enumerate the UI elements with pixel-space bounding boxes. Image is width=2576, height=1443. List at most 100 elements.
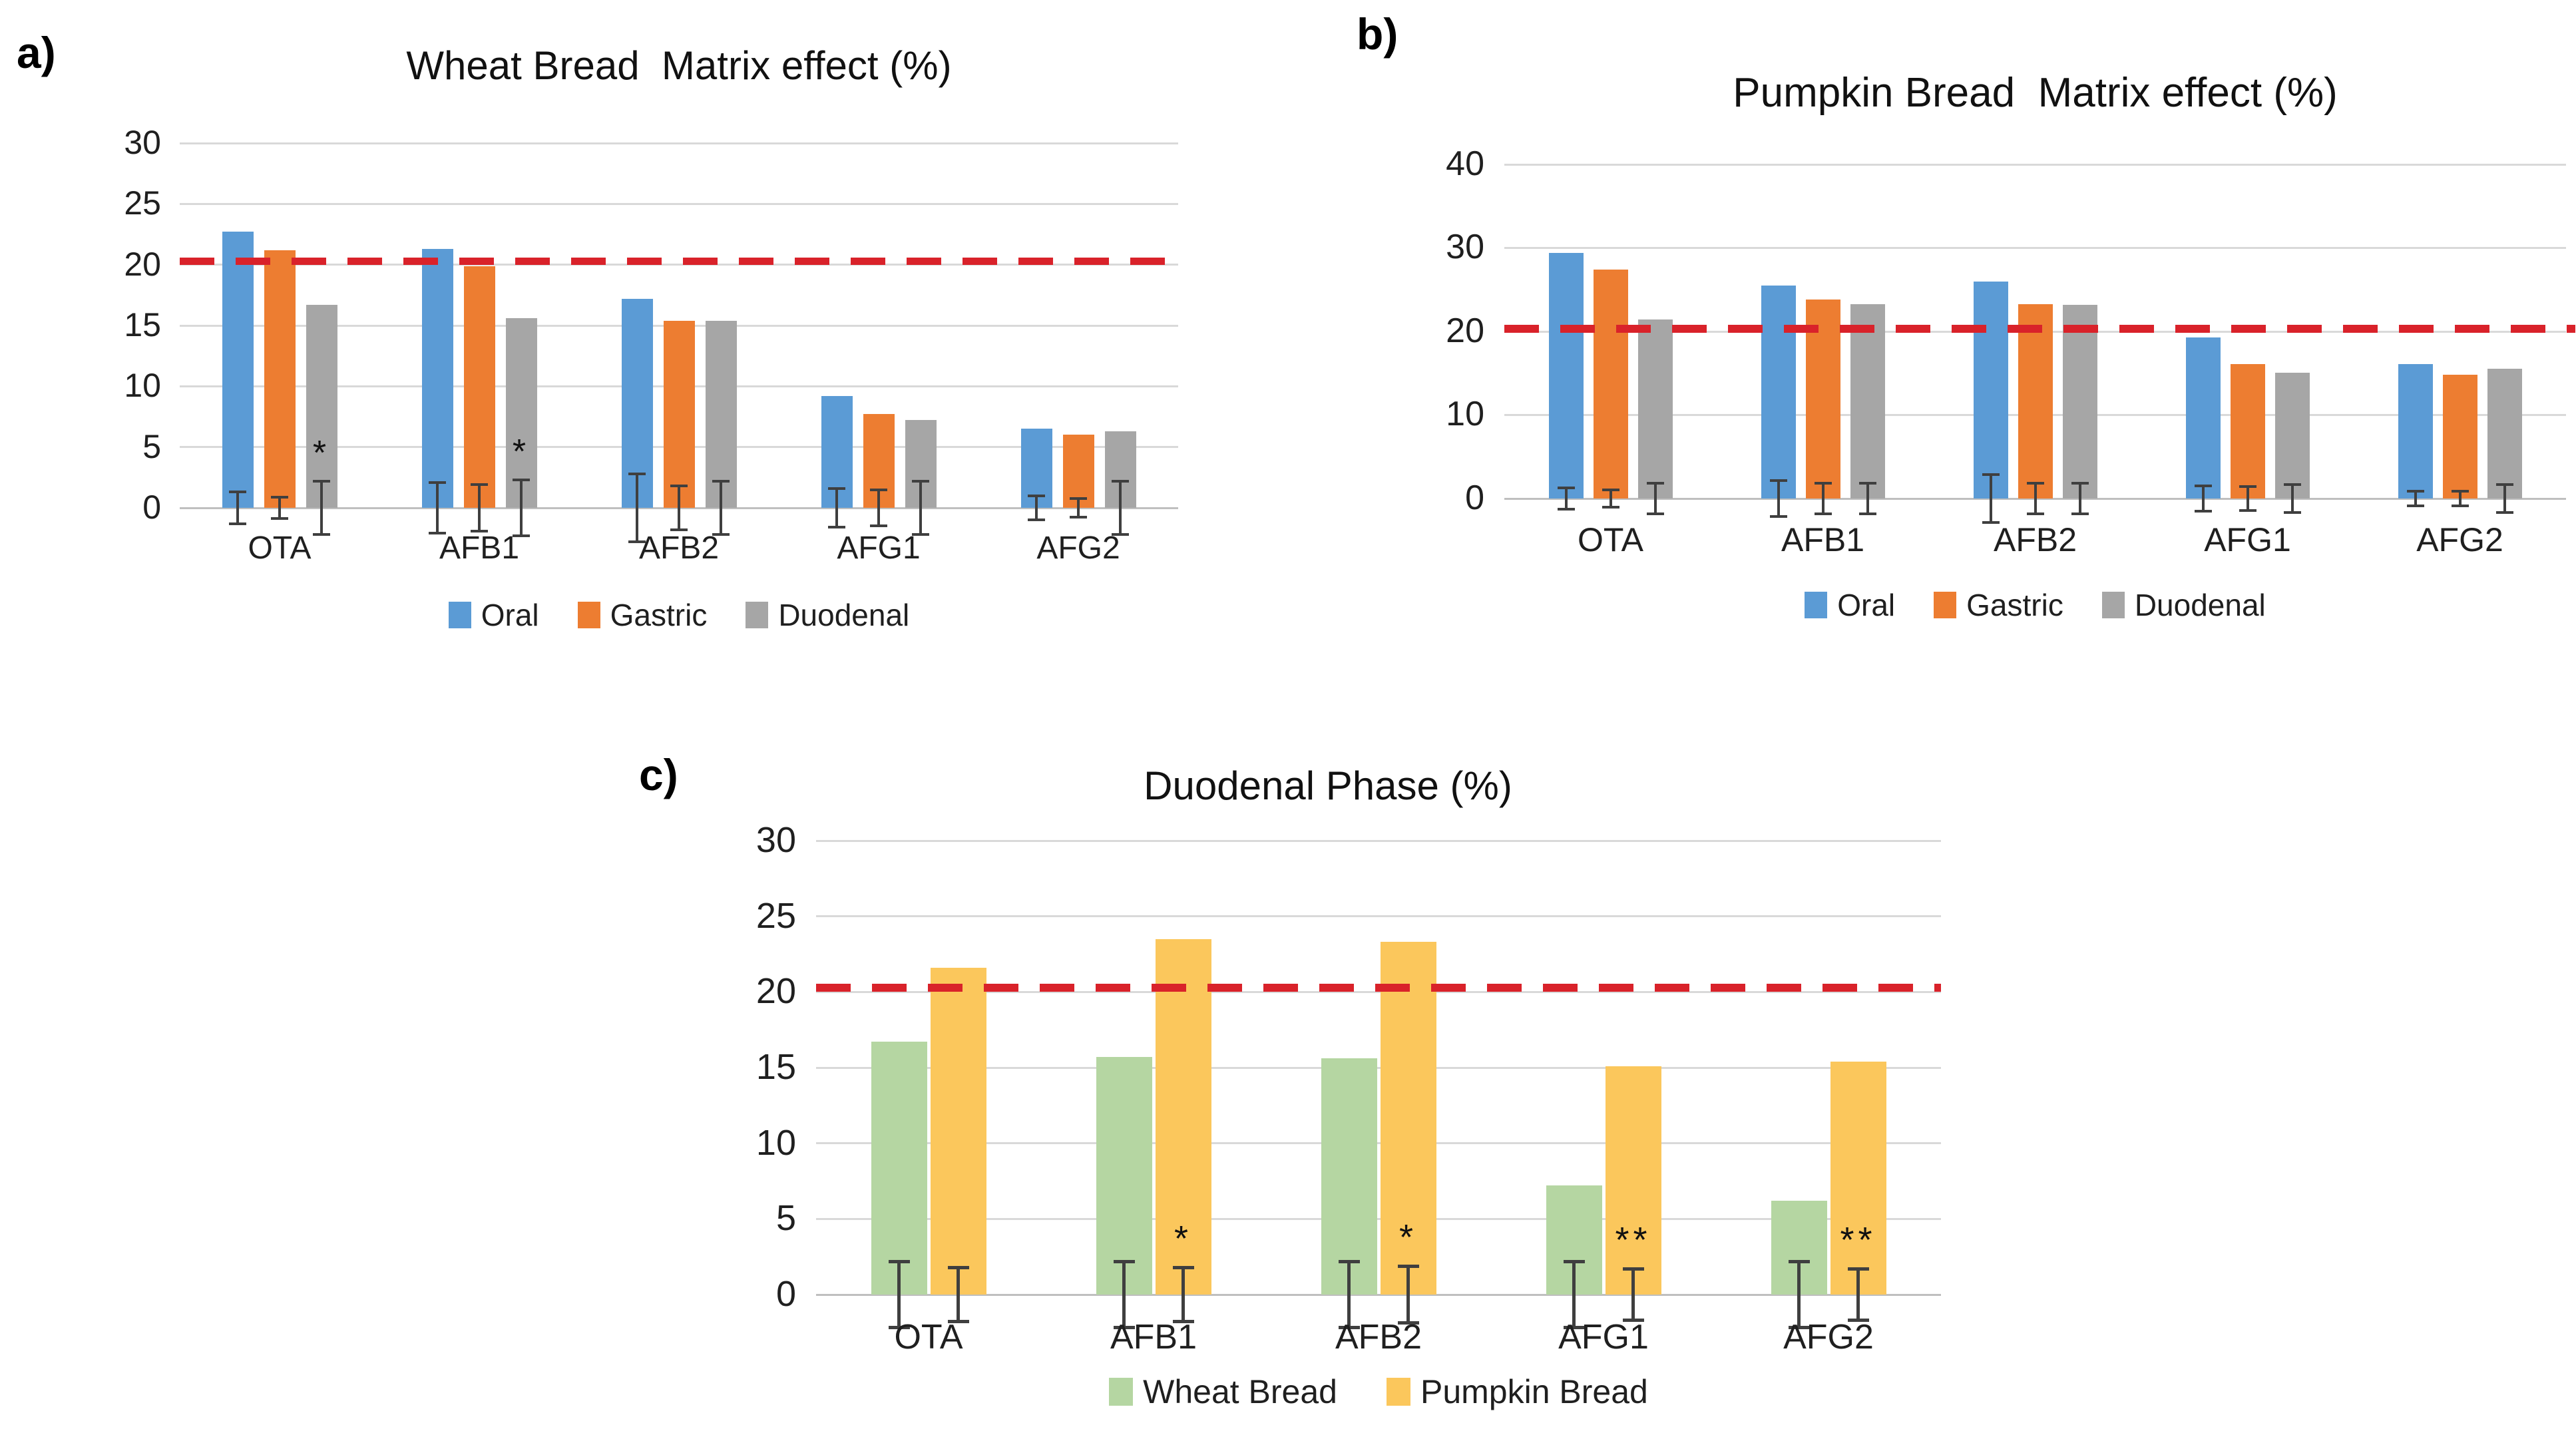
bar-pumpkin-bread-ota xyxy=(930,967,986,1324)
error-bar-cap xyxy=(1646,513,1664,516)
bar-group-ota: * xyxy=(222,232,337,536)
legend-label: Oral xyxy=(481,598,539,632)
bar-group-afb2 xyxy=(621,298,737,543)
y-axis-tick-label: 10 xyxy=(124,367,161,405)
y-axis-tick-label: 20 xyxy=(1446,311,1484,350)
error-bar xyxy=(513,479,530,537)
bar-pumpkin-bread-afg2: ** xyxy=(1830,1061,1886,1322)
significance-asterisk: ** xyxy=(1840,1220,1876,1261)
y-axis-tick-label: 15 xyxy=(124,306,161,343)
error-bar-cap xyxy=(1788,1326,1810,1330)
error-bar-cap xyxy=(2071,481,2089,485)
error-bar-cap xyxy=(471,529,488,532)
gridline xyxy=(180,324,1178,327)
bar-group-afb1 xyxy=(1761,285,1885,518)
y-axis-tick-label: 40 xyxy=(1446,144,1484,183)
error-bar xyxy=(1397,1264,1419,1325)
error-bar-line xyxy=(678,485,680,531)
error-bar xyxy=(313,479,330,536)
error-bar xyxy=(2283,483,2301,514)
error-bar-line xyxy=(1347,1259,1351,1330)
legend-swatch xyxy=(1934,592,1957,618)
plot-area: 0 10 20 30 40 xyxy=(1446,146,2575,524)
bar-duodenal-afg2 xyxy=(1104,431,1136,536)
bar-gastric-afg2 xyxy=(2442,375,2477,507)
error-bar-cap xyxy=(1397,1264,1419,1268)
error-bar-line xyxy=(236,491,239,525)
bar-duodenal-ota: * xyxy=(306,304,337,536)
category-slot xyxy=(1717,164,1929,518)
gridline xyxy=(816,1142,1941,1145)
bar-gastric-afg2 xyxy=(1062,435,1094,519)
x-axis-category-label: AFG2 xyxy=(1036,530,1120,566)
error-bar-line xyxy=(1564,487,1568,511)
error-bar xyxy=(1028,494,1045,522)
error-bar-cap xyxy=(712,479,730,483)
significance-asterisk: * xyxy=(312,434,331,473)
x-axis-category-label: AFG2 xyxy=(1783,1318,1874,1356)
x-axis-category-label: AFG1 xyxy=(2204,521,2291,558)
legend-item-oral: Oral xyxy=(448,598,539,632)
error-bar-cap xyxy=(1557,487,1575,490)
bar-wheat-bread-afb1 xyxy=(1096,1057,1152,1330)
error-bar xyxy=(1112,479,1129,536)
error-bar xyxy=(1172,1265,1194,1324)
error-bar xyxy=(828,487,845,529)
bar-duodenal-afg2 xyxy=(2487,369,2522,514)
error-bar-cap xyxy=(1070,497,1087,500)
error-bar xyxy=(2026,481,2044,516)
category-slot: * xyxy=(1266,841,1491,1330)
error-bar xyxy=(1646,481,1664,516)
error-bar xyxy=(1602,488,1619,509)
x-axis-category-label: OTA xyxy=(1577,521,1644,558)
error-bar-cap xyxy=(429,532,446,535)
error-bar xyxy=(429,481,446,535)
bar-duodenal-afb2 xyxy=(2062,304,2097,516)
bar-oral-afg2 xyxy=(2398,363,2433,507)
chart-title-duodenal-phase: Duodenal Phase (%) xyxy=(1144,763,1512,808)
error-bar-cap xyxy=(712,533,730,536)
legend-label: Oral xyxy=(1837,588,1896,622)
error-bar-cap xyxy=(1622,1267,1644,1271)
significance-asterisk: * xyxy=(512,433,531,472)
error-bar-cap xyxy=(1769,515,1787,518)
error-bar-cap xyxy=(513,479,530,482)
error-bar-cap xyxy=(2451,504,2469,507)
error-bar-cap xyxy=(271,495,288,499)
error-bar-line xyxy=(1989,473,1992,524)
bar-gastric-ota xyxy=(264,250,296,520)
error-bar-cap xyxy=(947,1265,969,1269)
error-bar xyxy=(2194,484,2212,513)
error-bar-cap xyxy=(1788,1259,1810,1263)
error-bar-cap xyxy=(1112,533,1129,536)
error-bar-cap xyxy=(1982,473,2000,477)
error-bar-cap xyxy=(229,522,246,525)
bar-oral-afb2 xyxy=(621,298,653,543)
bar-group-ota xyxy=(871,967,986,1330)
bar-group-afg1: ** xyxy=(1546,1066,1661,1330)
error-bar-cap xyxy=(1622,1318,1644,1322)
bar-oral-afg1 xyxy=(2185,337,2221,513)
legend: Wheat Bread Pumpkin Bread xyxy=(816,1375,1941,1408)
legend-item-duodenal: Duodenal xyxy=(746,600,909,630)
error-bar xyxy=(1982,473,2000,524)
error-bar-line xyxy=(320,479,323,536)
category-slot xyxy=(1929,164,2141,524)
x-axis-category-label: AFB1 xyxy=(1110,1318,1197,1356)
x-axis-category-label: AFB1 xyxy=(439,530,520,566)
error-bar xyxy=(1788,1259,1810,1330)
error-bar-line xyxy=(520,479,523,537)
error-bar-cap xyxy=(1646,481,1664,485)
error-bar-cap xyxy=(1338,1326,1360,1330)
bar-group-afb2 xyxy=(1973,281,2097,524)
error-bar-cap xyxy=(471,483,488,487)
gridline xyxy=(1504,414,2566,416)
bar-gastric-afb2 xyxy=(2018,304,2053,516)
error-bar-cap xyxy=(1563,1259,1585,1263)
error-bar-cap xyxy=(229,491,246,494)
error-bar xyxy=(1622,1267,1644,1322)
bar-oral-afb1 xyxy=(1761,285,1796,518)
category-slot: * xyxy=(1041,841,1266,1330)
error-bar-cap xyxy=(2495,483,2513,487)
